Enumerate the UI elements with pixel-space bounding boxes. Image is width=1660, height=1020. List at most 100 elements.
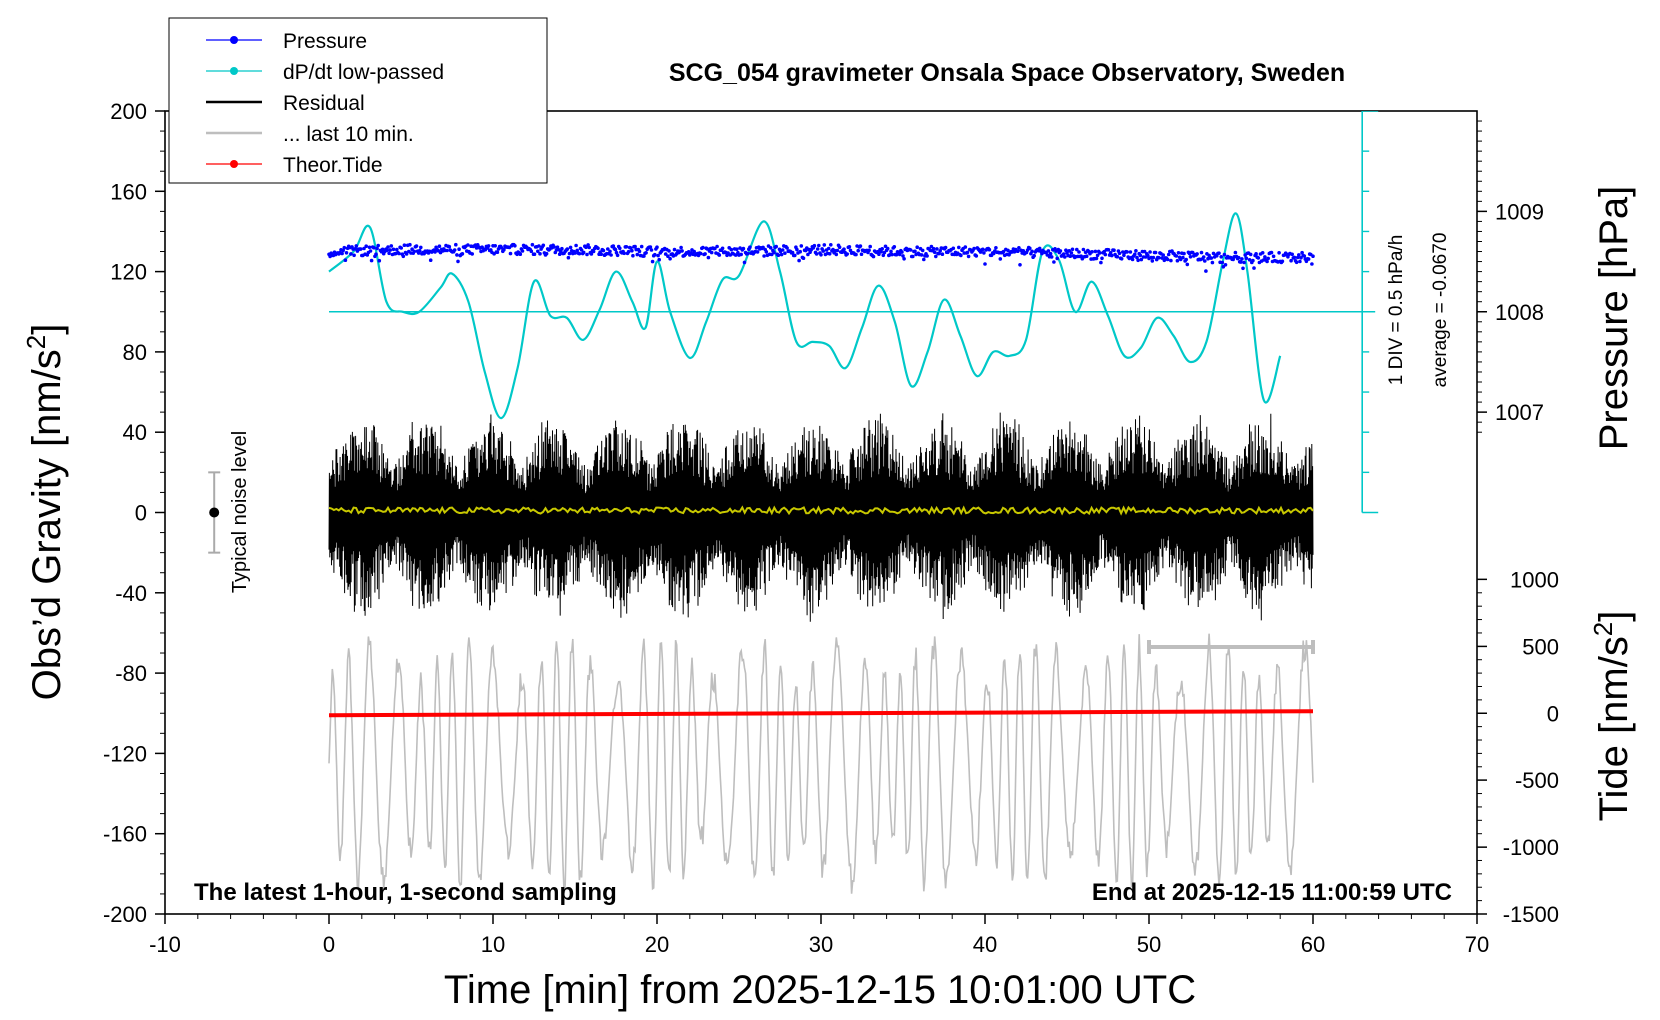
- pressure-point: [428, 258, 433, 263]
- pressure-point: [1139, 257, 1144, 262]
- pressure-point: [720, 246, 725, 251]
- pressure-point: [911, 254, 915, 259]
- pressure-point: [656, 253, 660, 258]
- pressure-point: [908, 248, 913, 252]
- pressure-point: [940, 252, 945, 256]
- pressure-point: [790, 250, 795, 255]
- pressure-point: [1182, 251, 1186, 256]
- pressure-point: [706, 255, 711, 260]
- pressure-point: [585, 252, 589, 257]
- pressure-point: [925, 254, 929, 258]
- pressure-point: [842, 247, 846, 251]
- tide-tick-label: 1000: [1510, 567, 1559, 592]
- pressure-point: [965, 250, 970, 255]
- pressure-point: [369, 258, 374, 263]
- pressure-point: [821, 249, 825, 253]
- x-axis: -10 0 10 20 30 40 50 60 70: [149, 914, 1489, 957]
- pressure-point: [1142, 249, 1147, 254]
- pressure-point: [1150, 259, 1155, 263]
- pressure-point: [358, 247, 363, 251]
- pressure-point: [633, 244, 637, 249]
- pressure-point: [387, 251, 391, 256]
- pressure-point: [591, 249, 596, 254]
- pressure-point: [354, 244, 359, 248]
- pressure-point: [1075, 247, 1079, 252]
- pressure-point: [1169, 258, 1173, 263]
- pressure-point: [1122, 253, 1126, 258]
- pressure-point: [1052, 260, 1056, 264]
- pressure-point: [889, 249, 893, 254]
- pressure-point: [397, 251, 401, 256]
- pressure-point: [1112, 248, 1116, 252]
- pressure-point: [608, 249, 612, 254]
- chart-title: SCG_054 gravimeter Onsala Space Observat…: [669, 59, 1345, 87]
- pressure-point: [764, 250, 769, 254]
- y-axis-label-gravity: Obs’d Gravity [nm/s2]: [21, 324, 69, 701]
- pressure-point: [653, 252, 657, 257]
- tide-tick-label: -1000: [1503, 835, 1559, 860]
- pressure-point: [1016, 249, 1020, 253]
- pressure-point: [1297, 253, 1301, 257]
- pressure-point: [1265, 259, 1269, 264]
- pressure-point: [943, 245, 948, 250]
- pressure-point: [1146, 253, 1150, 258]
- pressure-point: [935, 247, 939, 251]
- pressure-point: [739, 252, 743, 257]
- pressure-point: [705, 247, 710, 251]
- pressure-point: [541, 243, 546, 248]
- pressure-point: [1166, 252, 1171, 257]
- pressure-point: [1184, 257, 1188, 262]
- pressure-point: [1302, 254, 1307, 258]
- pressure-point: [1223, 263, 1228, 267]
- pressure-point: [1128, 250, 1133, 254]
- pressure-point: [957, 245, 961, 250]
- pressure-point: [367, 245, 372, 250]
- pressure-point: [649, 248, 654, 252]
- pressure-point: [1266, 256, 1270, 261]
- pressure-point: [877, 252, 881, 256]
- series-layer: [327, 111, 1379, 894]
- pressure-point: [460, 252, 465, 256]
- pressure-point: [1037, 246, 1042, 251]
- pressure-point: [637, 249, 642, 254]
- pressure-point: [859, 252, 864, 256]
- pressure-point: [938, 249, 942, 253]
- pressure-point: [779, 252, 784, 257]
- pressure-point: [806, 252, 810, 257]
- pressure-point: [419, 245, 423, 250]
- pressure-point: [368, 249, 373, 253]
- pressure-point: [963, 245, 968, 249]
- pressure-point: [814, 252, 819, 256]
- series-theor-tide-line: [328, 709, 1314, 718]
- pressure-point: [801, 256, 806, 261]
- pressure-point: [835, 248, 840, 253]
- pressure-point: [879, 249, 883, 254]
- pressure-point: [741, 246, 746, 251]
- pressure-point: [1260, 251, 1265, 255]
- pressure-point: [626, 249, 631, 254]
- pressure-point: [672, 247, 677, 252]
- pressure-point: [560, 246, 564, 251]
- pressure-point: [793, 253, 797, 258]
- pressure-point: [349, 252, 353, 256]
- pressure-point: [502, 247, 506, 252]
- pressure-point: [1181, 255, 1185, 260]
- pressure-point: [1153, 250, 1158, 255]
- y-axis-tide: 1000 500 0 -500 -1000 -1500: [1477, 567, 1559, 927]
- pressure-point: [579, 248, 584, 252]
- pressure-point: [376, 243, 381, 248]
- pressure-point: [1269, 250, 1274, 255]
- pressure-point: [635, 252, 640, 257]
- pressure-point: [601, 248, 606, 253]
- pressure-point: [1222, 252, 1227, 257]
- pressure-point: [1119, 257, 1124, 261]
- x-tick-label: 60: [1301, 932, 1325, 957]
- pressure-point: [666, 254, 670, 258]
- pressure-point: [845, 252, 849, 256]
- pressure-point: [1090, 250, 1094, 254]
- pressure-point: [1256, 256, 1261, 260]
- pressure-point: [466, 243, 470, 247]
- pressure-point: [1294, 260, 1299, 265]
- pressure-point: [577, 251, 582, 256]
